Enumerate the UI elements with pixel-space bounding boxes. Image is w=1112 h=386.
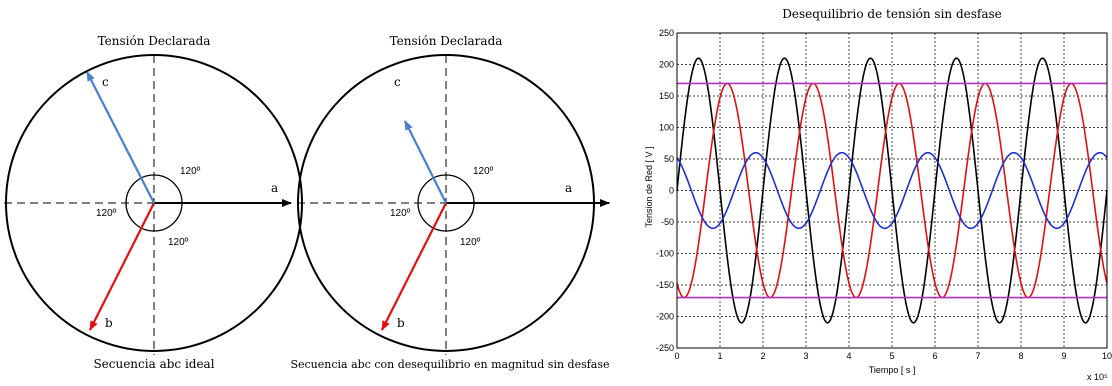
left-phasor-c <box>86 71 155 204</box>
middle-phasor-c <box>404 120 447 204</box>
y-tick-label: -250 <box>656 343 674 353</box>
x-tick-label: 3 <box>803 351 808 361</box>
middle-phasor-b <box>381 202 447 331</box>
series-black-wave <box>676 57 1108 324</box>
x-tick-label: 9 <box>1061 351 1066 361</box>
y-tick-label: 0 <box>669 186 674 196</box>
left-angle-label-1: 120º <box>180 166 201 177</box>
left-angle-label-3: 120º <box>168 237 189 248</box>
middle-title: Tensión Declarada <box>390 34 503 48</box>
y-tick-label: 200 <box>659 60 674 70</box>
middle-angle-label-1: 120º <box>473 166 494 177</box>
y-tick-label: 150 <box>659 91 674 101</box>
y-tick-label: -100 <box>656 249 674 259</box>
middle-label-a: a <box>565 181 572 195</box>
phasor-diagram-middle: Tensión Declarada a b c 120º 120º 120º S… <box>290 34 610 371</box>
left-title: Tensión Declarada <box>98 34 211 48</box>
x-tick-label: 5 <box>889 351 894 361</box>
left-phasor-b <box>89 202 155 331</box>
middle-angle-label-2: 120º <box>390 208 411 219</box>
left-angle-label-2: 120º <box>96 208 117 219</box>
y-tick-label: -50 <box>661 217 674 227</box>
x-tick-label: 7 <box>975 351 980 361</box>
y-tick-label: 50 <box>664 154 674 164</box>
series-red-wave <box>676 82 1108 299</box>
middle-angle-label-3: 120º <box>460 237 481 248</box>
x-tick-label: 4 <box>846 351 851 361</box>
y-tick-label: -200 <box>656 312 674 322</box>
phasor-diagram-left: Tensión Declarada a b c 120º 120º 120º S… <box>4 34 303 371</box>
middle-label-c: c <box>394 75 401 89</box>
chart-ticks: 0 1 2 3 4 5 6 7 8 9 10 -250 -200 -150 -100 -50 0 50 100 150… <box>656 28 1112 361</box>
left-label-b: b <box>105 316 113 330</box>
chart-title: Desequilibrio de tensión sin desfase <box>782 7 1002 21</box>
y-tick-label: -150 <box>656 280 674 290</box>
chart-x-multiplier: x 10⁵ <box>1087 372 1108 381</box>
series-blue-wave <box>676 151 1108 230</box>
left-caption: Secuencia abc ideal <box>93 357 214 371</box>
x-tick-label: 1 <box>717 351 722 361</box>
left-label-a: a <box>271 181 278 195</box>
chart-series <box>676 57 1108 324</box>
middle-label-b: b <box>397 316 405 330</box>
chart-xlabel: Tiempo [ s ] <box>869 365 916 375</box>
x-tick-label: 10 <box>1102 351 1112 361</box>
x-tick-label: 6 <box>932 351 937 361</box>
x-tick-label: 0 <box>674 351 679 361</box>
chart-ylabel: Tension de Red [ V ] <box>644 146 654 227</box>
y-tick-label: 250 <box>659 28 674 38</box>
voltage-chart: Desequilibrio de tensión sin desfase Ten… <box>644 7 1112 382</box>
chart-plot-frame <box>676 32 1108 349</box>
x-tick-label: 2 <box>760 351 765 361</box>
x-tick-label: 8 <box>1018 351 1023 361</box>
left-label-c: c <box>102 75 109 89</box>
middle-caption: Secuencia abc con desequilibrio en magni… <box>290 358 609 371</box>
y-tick-label: 100 <box>659 123 674 133</box>
